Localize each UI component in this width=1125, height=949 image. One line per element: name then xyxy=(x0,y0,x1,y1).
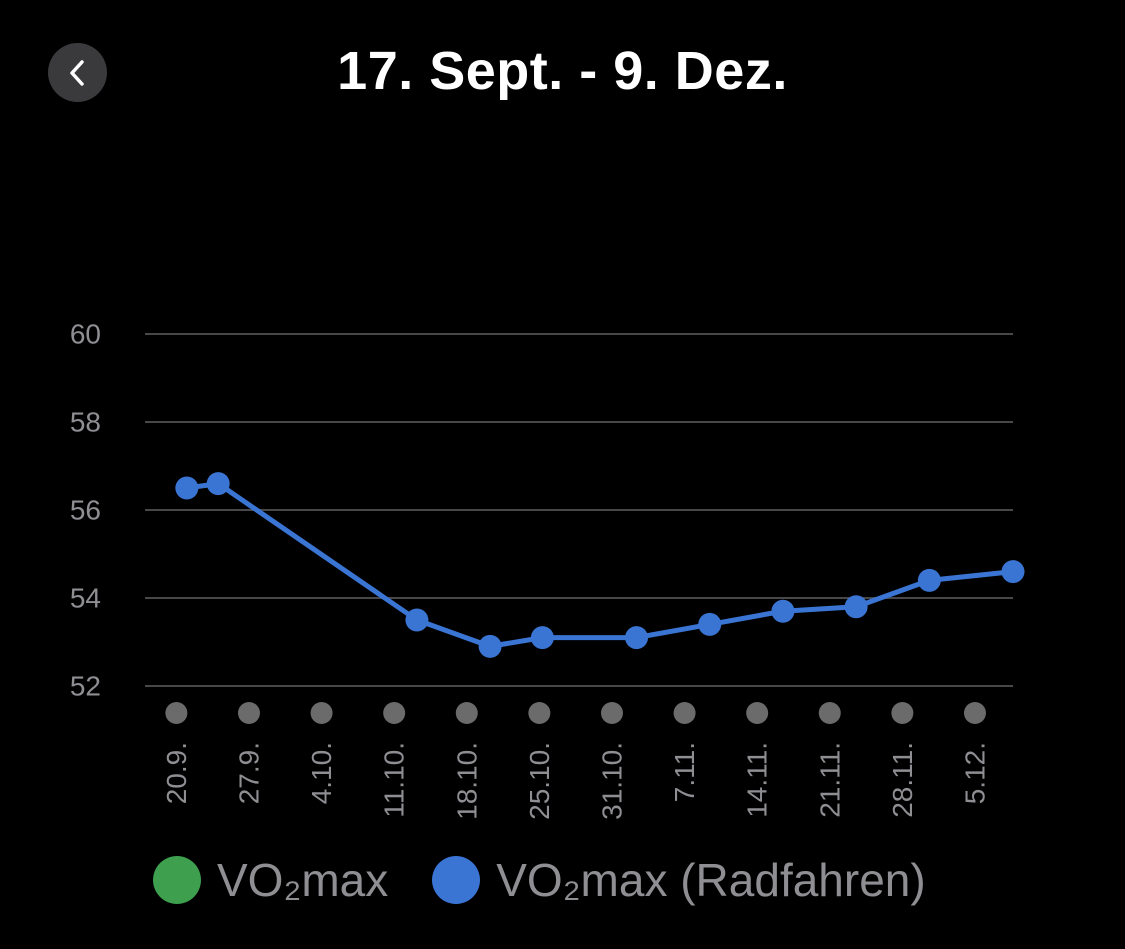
y-tick-label: 58 xyxy=(70,407,101,438)
legend-label-vo2max: VO₂max xyxy=(217,854,389,906)
x-tick-label: 20.9. xyxy=(161,742,192,804)
data-point xyxy=(530,626,554,650)
legend-swatch-vo2max-cycling xyxy=(432,856,481,904)
x-axis-marker xyxy=(891,702,914,724)
back-button[interactable] xyxy=(48,43,107,102)
x-axis-marker xyxy=(746,702,769,724)
x-axis-marker xyxy=(165,702,188,724)
y-tick-label: 54 xyxy=(70,583,101,614)
data-point xyxy=(917,568,941,592)
x-tick-label: 4.10. xyxy=(306,742,337,804)
x-tick-label: 18.10. xyxy=(451,742,482,820)
x-tick-label: 5.12. xyxy=(959,742,990,804)
x-axis-marker xyxy=(600,702,623,724)
x-axis-marker xyxy=(455,702,478,724)
x-tick-label: 28.11. xyxy=(887,742,918,818)
y-tick-label: 52 xyxy=(70,671,101,702)
x-axis-marker xyxy=(673,702,696,724)
x-tick-label: 14.11. xyxy=(742,742,773,818)
x-axis-marker xyxy=(818,702,841,724)
series-line-1 xyxy=(184,481,1016,649)
y-tick-label: 56 xyxy=(70,495,101,526)
data-point xyxy=(405,608,429,632)
data-point xyxy=(1001,560,1025,584)
legend-swatch-vo2max xyxy=(153,856,201,904)
data-point xyxy=(771,599,795,623)
data-point xyxy=(698,612,722,636)
x-axis-marker xyxy=(383,702,406,724)
x-tick-label: 25.10. xyxy=(524,742,555,820)
chevron-left-icon xyxy=(69,59,84,86)
x-tick-label: 21.11. xyxy=(814,742,845,818)
x-axis-marker xyxy=(237,702,260,724)
vo2max-chart: 60 58 56 54 52 20.9. 27.9. 4.10. 11.10. 18.10. 25.… xyxy=(70,319,1025,820)
data-point xyxy=(844,595,868,619)
page-title: 17. Sept. - 9. Dez. xyxy=(337,41,788,101)
data-point xyxy=(206,472,230,496)
legend-label-vo2max-cycling: VO₂max (Radfahren) xyxy=(496,854,926,906)
legend-item-vo2max[interactable]: VO₂max xyxy=(153,853,388,907)
x-axis-marker xyxy=(528,702,551,724)
chart-legend: VO₂max VO₂max (Radfahren) xyxy=(153,850,970,910)
x-axis-marker xyxy=(310,702,333,724)
x-axis-marker xyxy=(963,702,986,724)
legend-item-vo2max-cycling[interactable]: VO₂max (Radfahren) xyxy=(432,853,926,907)
y-tick-label: 60 xyxy=(70,319,101,350)
data-point xyxy=(175,476,199,500)
data-point xyxy=(625,626,649,650)
x-tick-label: 7.11. xyxy=(669,742,700,802)
x-tick-label: 31.10. xyxy=(596,742,627,820)
x-tick-label: 11.10. xyxy=(379,742,410,818)
x-tick-label: 27.9. xyxy=(233,742,264,804)
data-point xyxy=(478,634,502,658)
